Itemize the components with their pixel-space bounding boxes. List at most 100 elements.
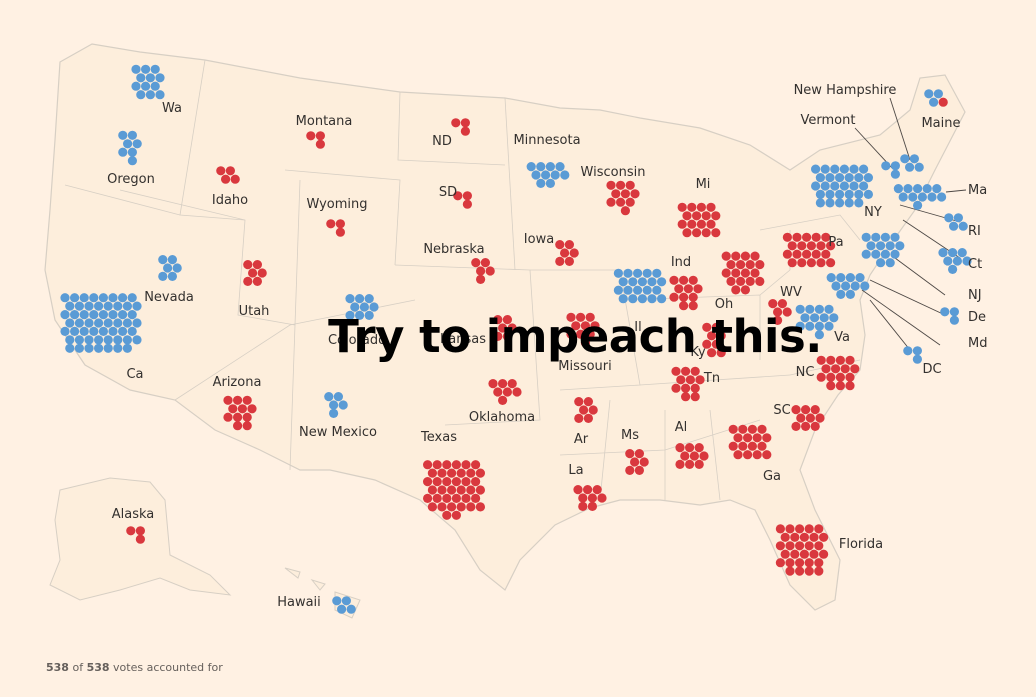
vote-dot [773, 315, 783, 325]
vote-dot [677, 219, 687, 229]
vote-dot [550, 170, 560, 180]
vote-dot [141, 64, 151, 74]
vote-dot [721, 251, 731, 261]
vote-dot [625, 197, 635, 207]
vote-dot [787, 258, 797, 268]
vote-dot [131, 64, 141, 74]
vote-dot [702, 339, 712, 349]
vote-dot [733, 433, 743, 443]
vote-dot [949, 315, 960, 325]
vote-dot [485, 266, 495, 276]
vote-dot [571, 321, 581, 331]
vote-dot [65, 318, 75, 328]
vote-dot [578, 501, 588, 511]
state-label: Minnesota [513, 133, 580, 148]
vote-dot [127, 147, 137, 157]
vote-dot [802, 249, 812, 259]
vote-dot [118, 293, 128, 303]
vote-dot [118, 130, 128, 140]
vote-dot [652, 268, 662, 278]
state-border [599, 399, 611, 501]
vote-dot [795, 558, 805, 568]
vote-dot [948, 264, 958, 274]
vote-dot [79, 310, 89, 320]
vote-dot [839, 181, 850, 191]
vote-dot [711, 339, 722, 349]
vote-dot [745, 276, 755, 286]
state-label: New Hampshire [794, 83, 897, 98]
vote-dot [103, 301, 113, 311]
vote-dot [801, 405, 811, 415]
vote-dot [155, 73, 165, 83]
vote-dots [60, 64, 972, 614]
state-border [709, 409, 721, 501]
vote-dot [333, 392, 343, 402]
vote-dot [938, 97, 948, 107]
vote-dot [844, 189, 854, 199]
vote-dot [243, 260, 253, 270]
vote-dot [623, 268, 633, 278]
vote-dot [103, 343, 113, 353]
vote-dot [132, 139, 142, 149]
vote-dot [369, 302, 379, 312]
vote-dot [576, 329, 586, 339]
vote-dot [797, 241, 807, 251]
vote-dot [811, 232, 821, 242]
state-label: Va [834, 330, 850, 345]
vote-dot [690, 366, 700, 376]
vote-dot [437, 502, 447, 512]
vote-dot [952, 256, 963, 266]
vote-dot [731, 251, 741, 261]
vote-dot [780, 549, 790, 559]
vote-dot [890, 249, 900, 259]
vote-dot [630, 457, 640, 467]
vote-dot [475, 468, 485, 478]
vote-dot [839, 164, 850, 174]
state-label: Colorado [328, 333, 386, 348]
vote-dot [694, 443, 704, 453]
state-border [397, 91, 506, 166]
vote-dot [738, 441, 748, 451]
vote-dot [155, 90, 165, 100]
vote-dot [324, 392, 334, 402]
vote-dot [65, 335, 75, 345]
state-label: Nevada [144, 290, 194, 305]
state-label: Wa [162, 101, 182, 116]
vote-dot [442, 460, 452, 470]
vote-dot [821, 364, 831, 374]
state-label: Oregon [107, 172, 155, 187]
vote-dot [688, 275, 698, 285]
vote-dot [804, 524, 814, 534]
vote-dot [350, 302, 360, 312]
vote-dot [701, 228, 711, 238]
state-label: Il [634, 320, 641, 335]
vote-dot [845, 289, 856, 299]
vote-dot [364, 294, 374, 304]
vote-dot [580, 321, 591, 331]
vote-dot [113, 301, 123, 311]
state-label: RI [968, 224, 981, 239]
vote-dot [792, 232, 802, 242]
vote-dot [127, 326, 137, 336]
vote-dot [736, 276, 746, 286]
vote-dot [135, 526, 145, 536]
vote-dot [738, 424, 748, 434]
vote-dot [671, 383, 681, 393]
vote-dot [620, 206, 631, 216]
vote-dot [657, 294, 667, 304]
vote-dot [126, 526, 136, 536]
vote-dot [677, 202, 687, 212]
vote-dot [579, 405, 589, 415]
vote-dot [337, 604, 347, 614]
vote-dot [355, 310, 365, 320]
vote-dot [905, 162, 915, 172]
vote-dot [447, 485, 457, 495]
votes-total: 538 [86, 661, 110, 674]
vote-dot [844, 198, 854, 208]
vote-dot [338, 400, 348, 410]
vote-dot [639, 457, 649, 467]
vote-dot [944, 213, 954, 223]
vote-dot [814, 321, 825, 331]
vote-dot [777, 299, 788, 309]
vote-dot [814, 541, 824, 551]
